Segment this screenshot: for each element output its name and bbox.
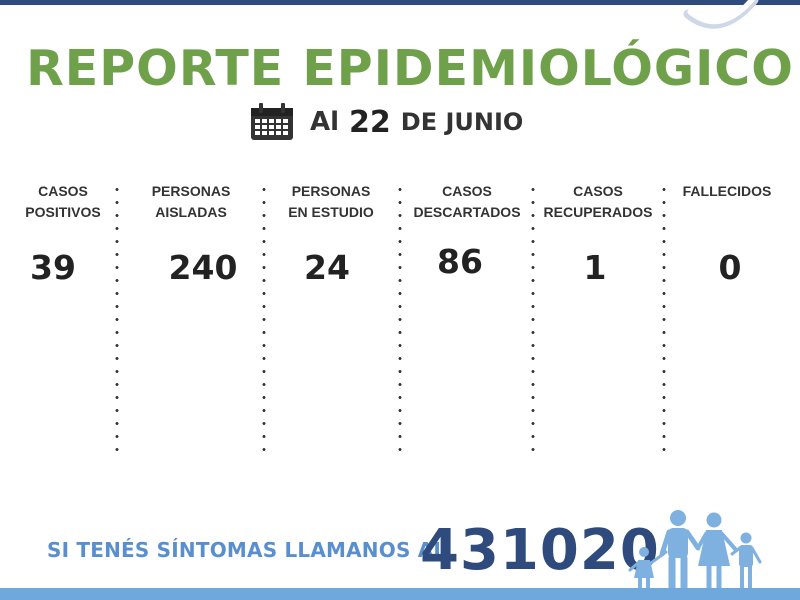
date-prefix: Al xyxy=(310,107,340,137)
stat-value-personas-en-estudio: 24 xyxy=(304,248,350,287)
date-day: 22 xyxy=(349,104,391,140)
report-date: Al 22 DE JUNIO xyxy=(250,102,523,142)
column-divider xyxy=(262,183,266,455)
date-month: DE JUNIO xyxy=(400,108,524,136)
stat-value-fallecidos: 0 xyxy=(718,248,742,287)
family-icon xyxy=(628,510,762,592)
stat-value-personas-aisladas: 240 xyxy=(168,248,238,287)
stat-label-fallecidos: FALLECIDOS xyxy=(682,183,772,199)
column-divider xyxy=(398,183,402,455)
calendar-icon xyxy=(251,103,293,140)
stat-value-casos-positivos: 39 xyxy=(30,248,76,287)
stat-label-casos-descartados: CASOS DESCARTADOS xyxy=(413,183,521,220)
stat-value-casos-recuperados: 1 xyxy=(583,248,607,287)
column-divider xyxy=(115,183,119,455)
phone-number: 431020 xyxy=(420,518,660,583)
stat-label-personas-aisladas: PERSONAS AISLADAS xyxy=(151,183,231,220)
top-bar xyxy=(0,0,800,5)
column-divider xyxy=(531,183,535,455)
call-to-action-text: SI TENÉS SÍNTOMAS LLAMANOS AL xyxy=(47,538,447,562)
column-divider xyxy=(662,183,666,455)
stat-label-personas-en-estudio: PERSONAS EN ESTUDIO xyxy=(288,183,374,220)
report-title: REPORTE EPIDEMIOLÓGICO xyxy=(26,40,794,97)
stat-label-casos-positivos: CASOS POSITIVOS xyxy=(25,183,101,220)
corner-swoosh-decoration xyxy=(683,0,759,29)
stat-label-casos-recuperados: CASOS RECUPERADOS xyxy=(543,183,653,220)
bottom-bar xyxy=(0,588,800,600)
stat-value-casos-descartados: 86 xyxy=(437,242,483,281)
